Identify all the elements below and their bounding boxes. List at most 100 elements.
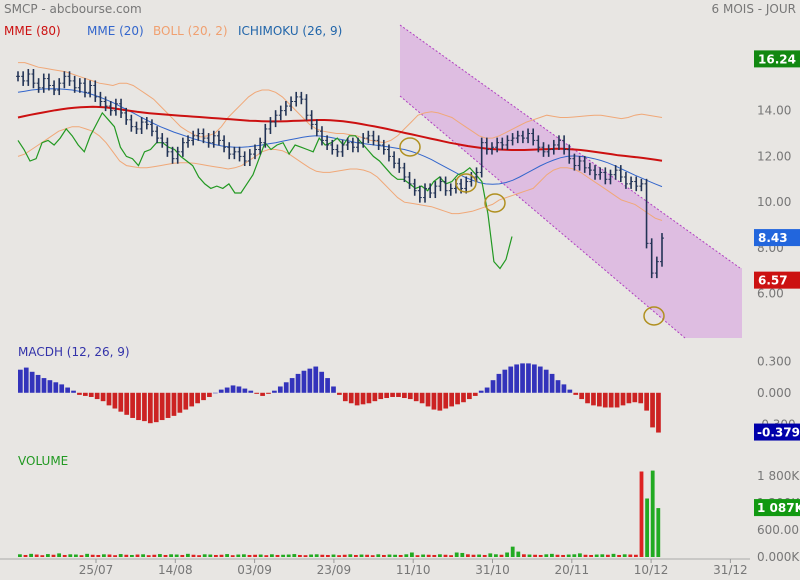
macd-bar [484, 387, 490, 393]
macd-bar [419, 392, 425, 404]
volume-bar [146, 555, 151, 557]
volume-bar [152, 554, 157, 557]
volume-bar [124, 554, 129, 557]
volume-bar [79, 555, 84, 557]
price-badge-label: 16.24 [758, 52, 796, 66]
macd-bar [549, 373, 555, 393]
x-axis-label: 14/08 [158, 563, 193, 577]
bollinger-upper-line [18, 62, 663, 144]
volume-bar [219, 554, 224, 557]
macd-bar [567, 389, 573, 393]
price-badge-label: 6.57 [758, 274, 788, 288]
macd-bar [82, 392, 88, 396]
macd-bar [277, 386, 283, 393]
macd-bar [502, 369, 508, 393]
volume-bar [454, 552, 459, 557]
macd-bar [555, 380, 561, 393]
volume-bar [628, 554, 633, 557]
volume-bar [247, 554, 252, 557]
macd-badge-label: -0.379 [757, 426, 800, 440]
macd-bar [490, 380, 496, 393]
volume-bar [393, 554, 397, 557]
macd-bar [165, 392, 171, 418]
volume-bar [387, 554, 392, 557]
macd-bar [23, 367, 29, 393]
macd-bar [65, 387, 70, 393]
volume-bar [544, 554, 549, 557]
volume-bar [522, 554, 526, 557]
volume-bar [74, 554, 78, 557]
volume-bar [622, 554, 627, 557]
volume-badge [754, 499, 800, 517]
highlight-circle [484, 193, 506, 213]
volume-bar [639, 471, 644, 557]
macd-bar [443, 392, 449, 409]
macd-bar [136, 392, 141, 421]
macd-bar [532, 364, 537, 393]
macd-bar [467, 392, 472, 400]
volume-bar [163, 554, 168, 557]
macd-bar [189, 392, 195, 407]
chart-source: SMCP - abcbourse.com [4, 2, 142, 16]
volume-bar [471, 554, 476, 557]
volume-bar [572, 554, 577, 557]
volume-bar [169, 554, 173, 557]
macd-bar [289, 378, 295, 393]
volume-bar [270, 554, 274, 557]
volume-bar [303, 555, 308, 557]
macd-bar [207, 392, 212, 397]
volume-bar [202, 554, 207, 557]
macd-bar [413, 392, 419, 402]
volume-bar [314, 554, 319, 557]
volume-bar [286, 554, 291, 557]
macd-bar [496, 373, 502, 393]
volume-bar [516, 551, 521, 557]
macd-bar [597, 392, 602, 407]
indicator-legend: MME (80) MME (20) BOLL (20, 2) ICHIMOKU … [4, 24, 342, 38]
macd-bar [390, 392, 395, 397]
chart-period: 6 MOIS - JOUR [712, 2, 796, 16]
macd-bar [130, 392, 135, 418]
macd-bar [585, 392, 590, 404]
macd-bar [118, 392, 124, 412]
macd-bar [614, 392, 620, 408]
volume-bar [186, 553, 190, 557]
volume-tick-label: 0.000K [757, 550, 800, 564]
volume-bar [51, 554, 56, 557]
volume-bar [348, 554, 353, 557]
macd-bar [384, 392, 390, 399]
volume-bar [499, 554, 504, 557]
volume-bar [432, 554, 437, 557]
x-axis-label: 31/10 [475, 563, 510, 577]
macd-bar [242, 388, 248, 393]
price-tick-label: 14.00 [757, 104, 791, 118]
volume-title: VOLUME [18, 454, 68, 468]
highlight-circle [455, 173, 477, 193]
macd-bar [573, 392, 579, 395]
macd-bar [656, 392, 661, 433]
macd-tick-label: 0.300 [757, 354, 791, 368]
volume-tick-label: 600.00K [757, 523, 800, 537]
volume-bar [566, 554, 571, 557]
highlight-circle [643, 306, 665, 326]
volume-bar [527, 554, 532, 557]
volume-bar [421, 554, 425, 557]
volume-bar [600, 554, 605, 557]
macd-bar [354, 392, 360, 406]
volume-bar [370, 555, 375, 557]
macd-bar [425, 392, 431, 407]
macd-bar [29, 371, 35, 393]
macd-bar [402, 392, 407, 399]
macd-bar [461, 392, 466, 403]
x-axis-label: 23/09 [317, 563, 352, 577]
macd-bar [508, 366, 514, 393]
volume-bar [438, 554, 442, 557]
x-axis-label: 03/09 [237, 563, 272, 577]
macd-bar [331, 386, 336, 393]
legend-mme80: MME (80) [4, 24, 61, 38]
volume-bar [102, 554, 106, 557]
macd-bar [236, 386, 242, 393]
macd-bar [106, 392, 112, 406]
macd-bar [537, 366, 543, 393]
